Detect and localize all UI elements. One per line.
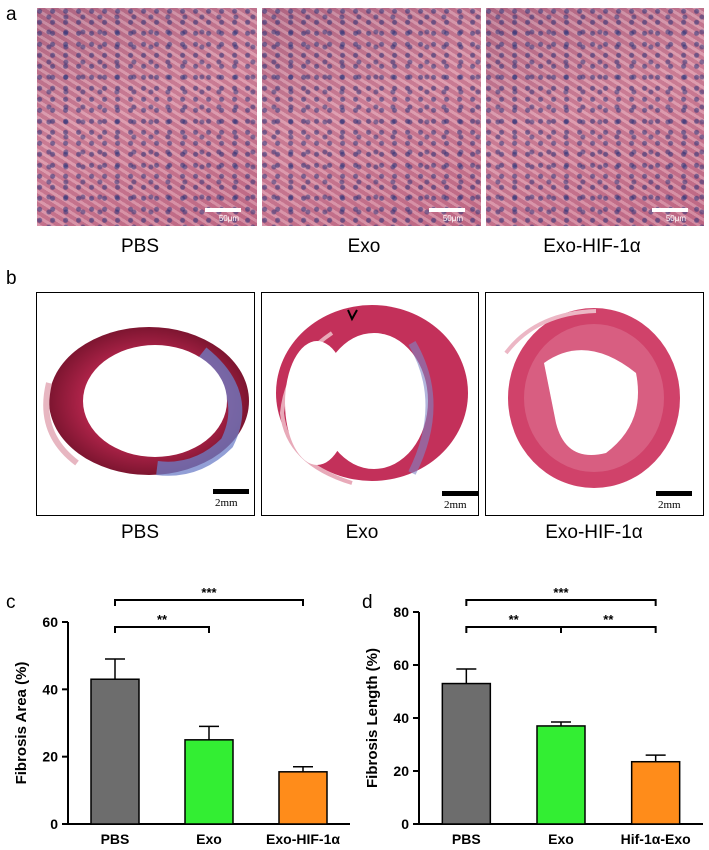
bar-1 — [536, 725, 586, 825]
y-tick-label: 20 — [42, 749, 58, 765]
bar-0 — [441, 682, 492, 825]
heart-section-exo — [276, 305, 468, 485]
scale-bar — [205, 208, 241, 212]
significance-bracket — [465, 599, 657, 606]
panel-label-c: c — [6, 592, 16, 613]
scale-bar — [656, 491, 692, 496]
significance-label: ** — [603, 612, 614, 627]
significance-label: *** — [201, 585, 217, 600]
scale-bar-label: 50μm — [442, 214, 463, 223]
y-axis-label: Fibrosis Area (%) — [13, 662, 30, 785]
y-tick-label: 40 — [393, 710, 409, 726]
y-tick-label: 0 — [401, 816, 409, 832]
bar-2 — [630, 760, 681, 825]
y-tick-label: 80 — [393, 604, 409, 620]
scale-bar — [213, 489, 249, 494]
heart-section-exo-hif — [504, 308, 680, 488]
micrograph-pbs: 50μm — [37, 8, 257, 226]
y-axis-label: Fibrosis Length (%) — [364, 648, 381, 788]
significance-label: *** — [553, 585, 569, 600]
y-tick-label: 20 — [393, 763, 409, 779]
scale-bar-label: 50μm — [665, 214, 686, 223]
caption-b-pbs: PBS — [120, 522, 160, 543]
significance-label: ** — [157, 612, 168, 627]
significance-label: ** — [509, 612, 520, 627]
scale-bar — [442, 491, 478, 496]
significance-bracket — [560, 626, 657, 633]
bar-2 — [278, 771, 328, 825]
x-tick-label: PBS — [101, 831, 130, 847]
x-tick-label: Exo — [196, 831, 222, 847]
bar-1 — [184, 739, 234, 825]
panel-label-b: b — [6, 268, 17, 289]
x-tick-label: PBS — [452, 831, 481, 847]
bar-0 — [90, 678, 140, 825]
scale-bar-label: 2mm — [658, 499, 681, 511]
y-tick-label: 40 — [42, 681, 58, 697]
micrograph-exo-hif: 50μm — [486, 8, 704, 226]
micrograph-exo: 50μm — [262, 8, 481, 226]
section-exo: 2mm — [261, 292, 479, 516]
scale-bar-label: 2mm — [215, 497, 238, 509]
caption-b-exo: Exo — [345, 522, 379, 543]
significance-bracket — [465, 626, 562, 633]
y-tick-label: 60 — [42, 614, 58, 630]
y-tick-label: 60 — [393, 657, 409, 673]
section-pbs: 2mm — [36, 292, 255, 516]
significance-bracket — [114, 626, 210, 633]
scale-bar-label: 2mm — [444, 499, 467, 511]
scale-bar-label: 50μm — [218, 214, 239, 223]
significance-bracket — [114, 599, 304, 606]
panel-label-a: a — [6, 4, 17, 25]
caption-b-exo-hif: Exo-HIF-1α — [545, 522, 643, 543]
section-exo-hif: 2mm — [485, 292, 704, 516]
scale-bar — [429, 208, 465, 212]
caption-a-exo-hif: Exo-HIF-1α — [543, 236, 641, 257]
x-tick-label: Hif-1α-Exo — [621, 831, 691, 847]
x-tick-label: Exo — [548, 831, 574, 847]
caption-a-pbs: PBS — [120, 236, 160, 257]
caption-a-exo: Exo — [347, 236, 381, 257]
scale-bar — [652, 208, 688, 212]
heart-section-pbs — [43, 327, 249, 476]
y-tick-label: 0 — [50, 816, 58, 832]
panel-label-d: d — [362, 592, 373, 613]
x-tick-label: Exo-HIF-1α — [266, 831, 340, 847]
